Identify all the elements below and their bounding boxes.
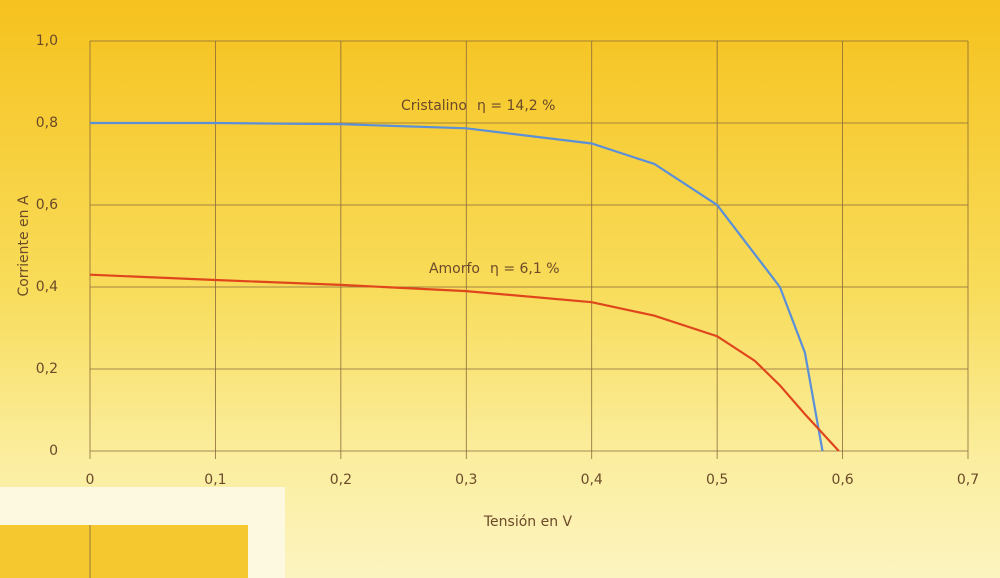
y-tick-label: 1,0	[36, 33, 58, 49]
y-tick-label: 0,4	[36, 279, 58, 295]
y-axis-label: Corriente en A	[16, 195, 32, 296]
x-tick-label: 0,4	[581, 472, 603, 488]
x-tick-label: 0,6	[831, 472, 853, 488]
y-tick-label: 0,2	[36, 361, 58, 377]
x-tick-label: 0,1	[204, 472, 226, 488]
x-tick-label: 0,3	[455, 472, 477, 488]
series-annotation: η = 6,1 %	[490, 261, 560, 277]
y-tick-label: 0,8	[36, 115, 58, 131]
series-annotation: η = 14,2 %	[477, 98, 555, 114]
x-tick-label: 0,2	[330, 472, 352, 488]
series-label: Cristalino	[401, 98, 467, 114]
series-line	[90, 121, 824, 452]
series-label: Amorfo	[429, 261, 480, 277]
y-tick-label: 0,6	[36, 197, 58, 213]
x-tick-label: 0,7	[957, 472, 979, 488]
series-line	[89, 273, 840, 452]
inset-panel	[0, 525, 248, 578]
x-tick-label: 0	[86, 472, 95, 488]
x-axis-label: Tensión en V	[483, 514, 573, 530]
x-tick-label: 0,5	[706, 472, 728, 488]
y-tick-label: 0	[49, 443, 58, 459]
